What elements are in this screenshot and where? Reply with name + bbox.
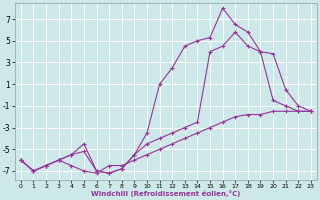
X-axis label: Windchill (Refroidissement éolien,°C): Windchill (Refroidissement éolien,°C): [91, 190, 241, 197]
